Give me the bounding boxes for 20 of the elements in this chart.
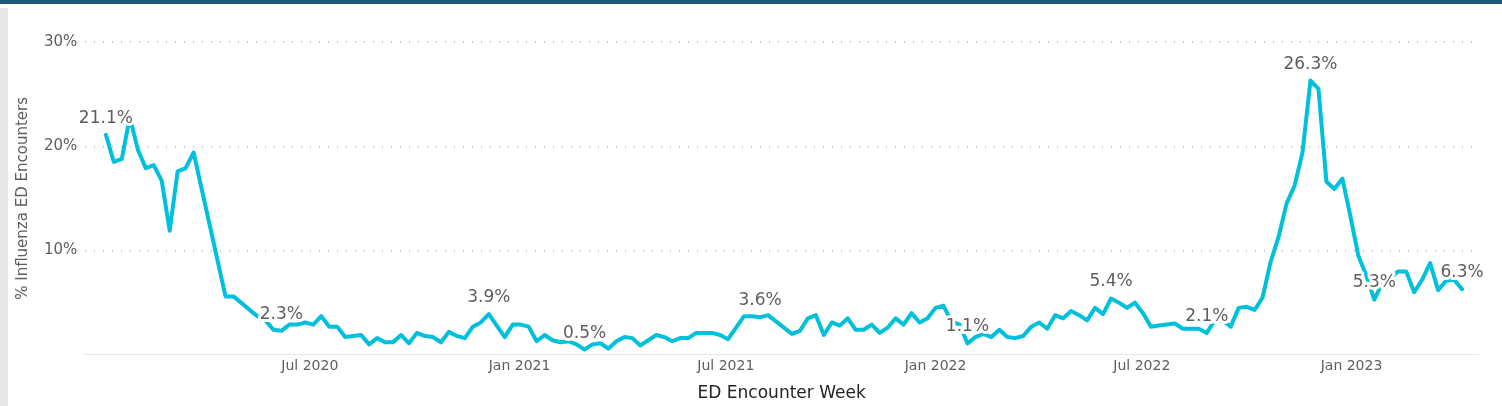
data-label: 0.5%: [562, 321, 607, 342]
x-axis-title: ED Encounter Week: [697, 382, 866, 403]
x-tick-label: Jan 2023: [1319, 356, 1383, 373]
data-label: 5.4%: [1089, 270, 1133, 291]
x-tick-label: Jan 2021: [487, 356, 551, 373]
data-label: 3.6%: [738, 289, 782, 310]
x-tick-label: Jul 2021: [696, 356, 755, 373]
data-label: 6.3%: [1440, 261, 1484, 282]
data-label: 21.1%: [78, 106, 133, 127]
y-tick-label: 30%: [44, 31, 78, 50]
y-tick-label: 10%: [44, 240, 78, 259]
x-tick-label: Jan 2022: [903, 356, 967, 373]
data-label: 3.9%: [467, 286, 511, 307]
y-axis-title: % Influenza ED Encounters: [12, 96, 31, 300]
data-label: 2.3%: [259, 302, 303, 323]
y-tick-label: 20%: [44, 136, 78, 155]
x-tick-label: Jul 2020: [280, 356, 339, 373]
data-label: 2.1%: [1185, 304, 1229, 325]
x-tick-label: Jul 2022: [1112, 356, 1171, 373]
data-label: 26.3%: [1283, 52, 1338, 73]
